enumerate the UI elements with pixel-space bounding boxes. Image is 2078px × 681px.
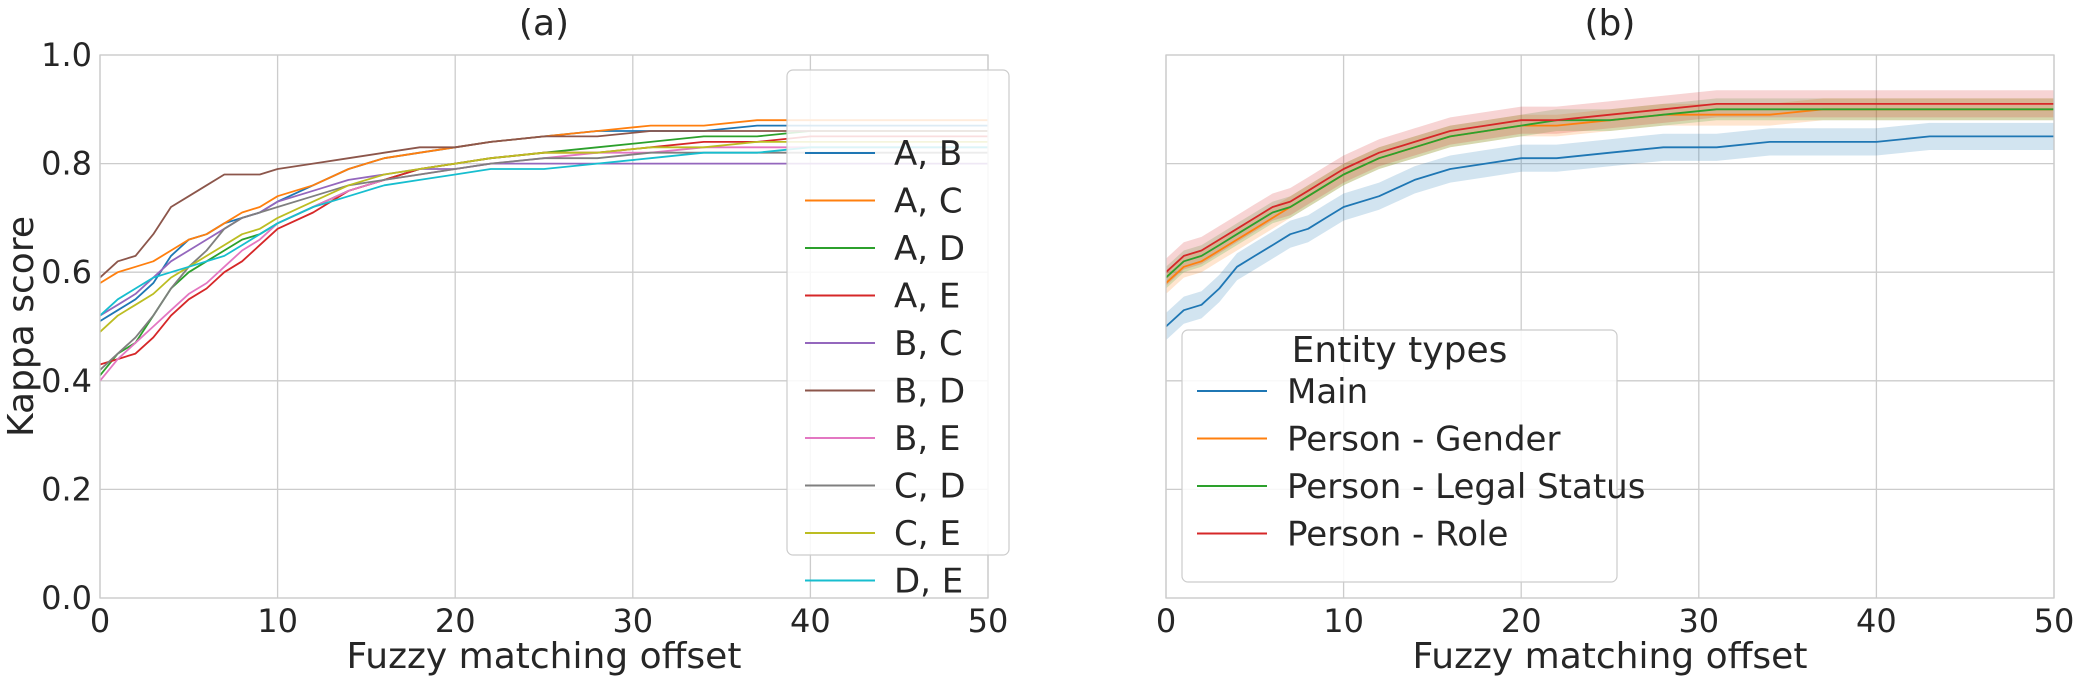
y-tick-label: 0.6 bbox=[41, 253, 92, 291]
legend-label-3: Person - Legal Status bbox=[1287, 467, 1645, 507]
legend-label-2: Person - Gender bbox=[1287, 420, 1560, 460]
series-line-1 bbox=[1165, 135, 2054, 328]
legend-label-2: A, C bbox=[894, 182, 963, 222]
x-tick-label: 10 bbox=[257, 602, 298, 640]
panel-b: 0 10 20 30 40 50 Fuzzy matching offset (b) Entit… bbox=[1156, 3, 2075, 677]
x-axis-label: Fuzzy matching offset bbox=[347, 636, 742, 677]
panel-title: (b) bbox=[1585, 3, 1636, 44]
series-line-3 bbox=[1165, 108, 2054, 279]
y-tick-label: 0.0 bbox=[41, 579, 92, 617]
x-tick-label: 40 bbox=[1856, 602, 1897, 640]
legend-title: Entity types bbox=[1292, 330, 1508, 371]
legend: A, B A, C A, D A, E B, C B, D B, E C, D C, E D, E bbox=[786, 69, 1010, 602]
legend-label-4: Person - Role bbox=[1287, 515, 1508, 555]
legend-label-7: B, E bbox=[894, 419, 960, 459]
confidence-band-3 bbox=[1166, 98, 2054, 289]
y-tick-label: 0.4 bbox=[41, 362, 92, 400]
series-line-4 bbox=[1165, 103, 2054, 273]
legend-box bbox=[1181, 329, 1618, 583]
legend-label-1: A, B bbox=[894, 134, 962, 174]
legend-label-3: A, D bbox=[894, 229, 965, 269]
x-tick-label: 50 bbox=[968, 602, 1009, 640]
legend-label-1: Main bbox=[1287, 372, 1368, 412]
x-tick-label: 40 bbox=[790, 602, 831, 640]
confidence-band-4 bbox=[1166, 90, 2054, 286]
y-tick-label: 1.0 bbox=[41, 36, 92, 74]
x-tick-label: 30 bbox=[612, 602, 653, 640]
legend-label-4: A, E bbox=[894, 277, 960, 317]
x-tick-label: 50 bbox=[2034, 602, 2075, 640]
y-tick-label: 0.8 bbox=[41, 145, 92, 183]
confidence-band-1 bbox=[1166, 122, 2054, 341]
series-line-10 bbox=[99, 146, 988, 317]
x-tick-label: 20 bbox=[435, 602, 476, 640]
legend-label-10: D, E bbox=[894, 562, 963, 602]
legend-label-5: B, C bbox=[894, 324, 963, 364]
legend-box bbox=[786, 69, 1010, 556]
series-line-5 bbox=[99, 162, 988, 317]
series-line-2 bbox=[99, 119, 988, 284]
plot-frame bbox=[1165, 54, 2055, 599]
series-line-6 bbox=[99, 130, 988, 279]
x-tick-label: 10 bbox=[1323, 602, 1364, 640]
series-line-9 bbox=[99, 140, 988, 333]
panel-a: 0 10 20 30 40 50 0.0 0.2 0.4 0.6 0.8 1.0 Fuzzy match… bbox=[1, 3, 1010, 677]
legend-label-9: C, E bbox=[894, 514, 961, 554]
x-tick-label: 0 bbox=[90, 602, 110, 640]
y-axis-label: Kappa score bbox=[1, 216, 42, 437]
x-tick-label: 20 bbox=[1501, 602, 1542, 640]
x-axis-label: Fuzzy matching offset bbox=[1413, 636, 1808, 677]
confidence-band-2 bbox=[1166, 98, 2054, 294]
x-tick-label: 30 bbox=[1678, 602, 1719, 640]
legend-label-6: B, D bbox=[894, 372, 965, 412]
legend-label-8: C, D bbox=[894, 467, 966, 507]
x-tick-label: 0 bbox=[1156, 602, 1176, 640]
y-tick-label: 0.2 bbox=[41, 470, 92, 508]
panel-title: (a) bbox=[519, 3, 569, 44]
series-line-7 bbox=[99, 146, 988, 382]
